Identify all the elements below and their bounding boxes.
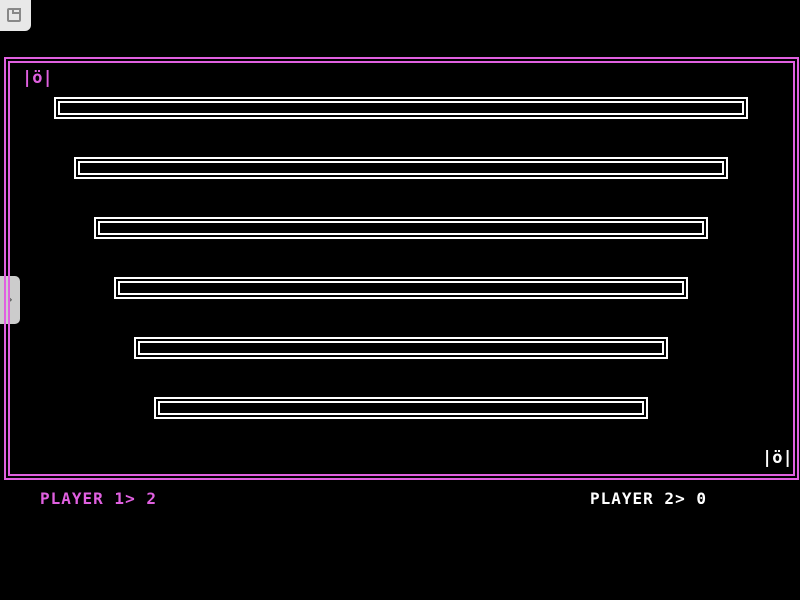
- player2-label: PLAYER 2>: [590, 489, 686, 508]
- player1-label: PLAYER 1>: [40, 489, 136, 508]
- barrier-bar: [74, 157, 728, 179]
- game-frame: [4, 57, 799, 480]
- player2-score-value: 0: [696, 489, 707, 508]
- barrier-bar: [94, 217, 708, 239]
- player2-ship: |ö|: [762, 448, 793, 468]
- barrier-bar: [154, 397, 648, 419]
- barrier-bar: [134, 337, 668, 359]
- floppy-disk-icon: [7, 8, 21, 22]
- chevron-right-icon: ›: [5, 292, 15, 308]
- player1-score: PLAYER 1> 2: [40, 489, 157, 508]
- player1-score-value: 2: [146, 489, 157, 508]
- player1-ship: |ö|: [22, 68, 53, 88]
- barrier-bar: [54, 97, 748, 119]
- player2-score: PLAYER 2> 0: [590, 489, 707, 508]
- save-button[interactable]: [0, 0, 31, 31]
- barrier-bar: [114, 277, 688, 299]
